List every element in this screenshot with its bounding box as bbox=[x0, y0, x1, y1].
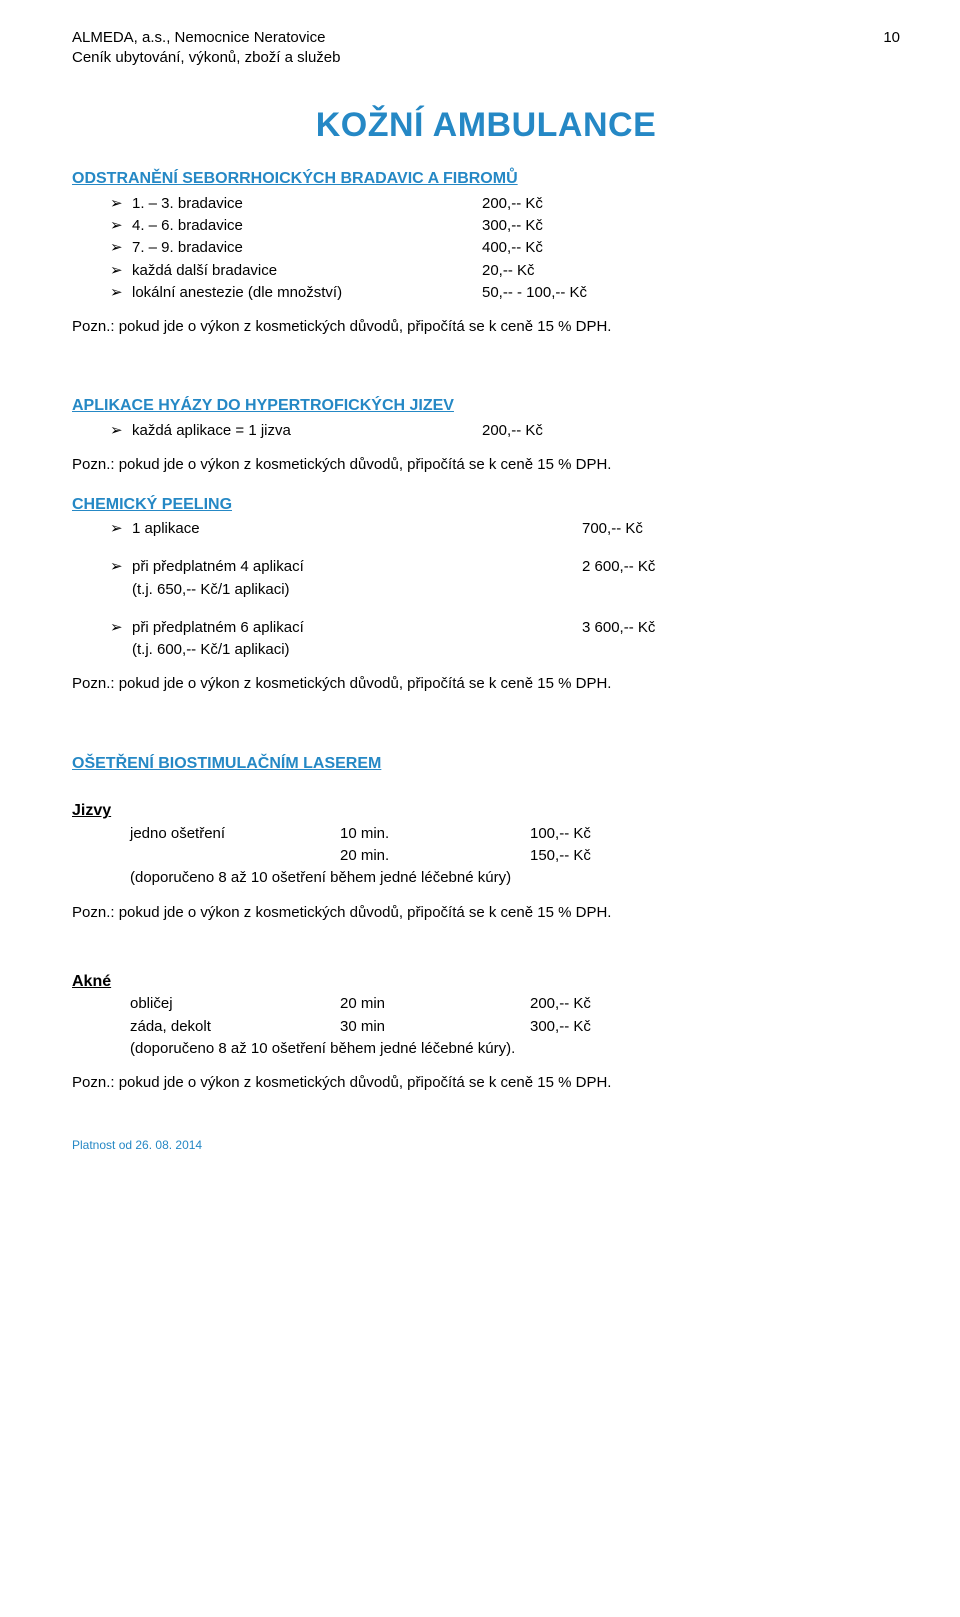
list-item: ➢ 1 aplikace 700,-- Kč bbox=[110, 519, 900, 539]
row-price: 100,-- Kč bbox=[530, 824, 680, 844]
row-duration: 30 min bbox=[340, 1017, 530, 1037]
bullet-icon: ➢ bbox=[110, 519, 132, 539]
row-price: 300,-- Kč bbox=[530, 1017, 680, 1037]
item-subnote: (t.j. 600,-- Kč/1 aplikaci) bbox=[132, 640, 582, 660]
page-number: 10 bbox=[883, 28, 900, 69]
bullet-icon: ➢ bbox=[110, 216, 132, 236]
bullet-icon: ➢ bbox=[110, 194, 132, 214]
list-seborrhoic: ➢ 1. – 3. bradavice 200,-- Kč ➢ 4. – 6. … bbox=[110, 194, 900, 303]
item-label: každá další bradavice bbox=[132, 261, 482, 281]
item-price: 200,-- Kč bbox=[482, 194, 642, 214]
list-subnote: (t.j. 600,-- Kč/1 aplikaci) bbox=[110, 640, 900, 660]
section-heading-laser: OŠETŘENÍ BIOSTIMULAČNÍM LASEREM bbox=[72, 753, 900, 775]
recommendation-note: (doporučeno 8 až 10 ošetření během jedné… bbox=[130, 868, 900, 888]
list-item: ➢ 4. – 6. bradavice 300,-- Kč bbox=[110, 216, 900, 236]
section-heading-hyaza: APLIKACE HYÁZY DO HYPERTROFICKÝCH JIZEV bbox=[72, 395, 900, 417]
bullet-icon: ➢ bbox=[110, 618, 132, 638]
section-heading-peeling: CHEMICKÝ PEELING bbox=[72, 494, 900, 516]
row-price: 200,-- Kč bbox=[530, 994, 680, 1014]
item-label: lokální anestezie (dle množství) bbox=[132, 283, 482, 303]
list-hyaza: ➢ každá aplikace = 1 jizva 200,-- Kč bbox=[110, 421, 900, 441]
row-duration: 20 min. bbox=[340, 846, 530, 866]
row-duration: 10 min. bbox=[340, 824, 530, 844]
item-label: při předplatném 6 aplikací bbox=[132, 618, 582, 638]
table-row: 20 min. 150,-- Kč bbox=[130, 846, 900, 866]
row-label: obličej bbox=[130, 994, 340, 1014]
page-header: ALMEDA, a.s., Nemocnice Neratovice Ceník… bbox=[72, 28, 900, 69]
table-row: obličej 20 min 200,-- Kč bbox=[130, 994, 900, 1014]
list-item: ➢ lokální anestezie (dle množství) 50,--… bbox=[110, 283, 900, 303]
item-label: 1 aplikace bbox=[132, 519, 582, 539]
note-dph: Pozn.: pokud jde o výkon z kosmetických … bbox=[72, 1073, 900, 1093]
table-row: záda, dekolt 30 min 300,-- Kč bbox=[130, 1017, 900, 1037]
item-price: 200,-- Kč bbox=[482, 421, 642, 441]
recommendation-note: (doporučeno 8 až 10 ošetření během jedné… bbox=[130, 1039, 900, 1059]
item-price: 700,-- Kč bbox=[582, 519, 742, 539]
item-subnote: (t.j. 650,-- Kč/1 aplikaci) bbox=[132, 580, 582, 600]
section-heading-seborrhoic: ODSTRANĚNÍ SEBORRHOICKÝCH BRADAVIC A FIB… bbox=[72, 168, 900, 190]
note-dph: Pozn.: pokud jde o výkon z kosmetických … bbox=[72, 674, 900, 694]
bullet-icon: ➢ bbox=[110, 261, 132, 281]
subheading-akne: Akné bbox=[72, 971, 900, 993]
item-price: 300,-- Kč bbox=[482, 216, 642, 236]
subheading-jizvy: Jizvy bbox=[72, 800, 900, 822]
item-label: 4. – 6. bradavice bbox=[132, 216, 482, 236]
item-label: každá aplikace = 1 jizva bbox=[132, 421, 482, 441]
item-label: při předplatném 4 aplikací bbox=[132, 557, 582, 577]
table-akne: obličej 20 min 200,-- Kč záda, dekolt 30… bbox=[130, 994, 900, 1037]
org-name: ALMEDA, a.s., Nemocnice Neratovice bbox=[72, 28, 340, 48]
table-jizvy: jedno ošetření 10 min. 100,-- Kč 20 min.… bbox=[130, 824, 900, 867]
note-dph: Pozn.: pokud jde o výkon z kosmetických … bbox=[72, 317, 900, 337]
page-title: KOŽNÍ AMBULANCE bbox=[72, 103, 900, 149]
list-item: ➢ při předplatném 6 aplikací 3 600,-- Kč bbox=[110, 618, 900, 638]
item-price: 3 600,-- Kč bbox=[582, 618, 742, 638]
bullet-icon: ➢ bbox=[110, 238, 132, 258]
footer-validity: Platnost od 26. 08. 2014 bbox=[72, 1137, 900, 1153]
list-subnote: (t.j. 650,-- Kč/1 aplikaci) bbox=[110, 580, 900, 600]
list-item: ➢ při předplatném 4 aplikací 2 600,-- Kč bbox=[110, 557, 900, 577]
row-duration: 20 min bbox=[340, 994, 530, 1014]
list-item: ➢ každá další bradavice 20,-- Kč bbox=[110, 261, 900, 281]
bullet-icon: ➢ bbox=[110, 421, 132, 441]
row-label: záda, dekolt bbox=[130, 1017, 340, 1037]
row-label: jedno ošetření bbox=[130, 824, 340, 844]
doc-subtitle: Ceník ubytování, výkonů, zboží a služeb bbox=[72, 48, 340, 68]
list-peeling: ➢ 1 aplikace 700,-- Kč ➢ při předplatném… bbox=[110, 519, 900, 660]
bullet-icon: ➢ bbox=[110, 283, 132, 303]
item-price: 2 600,-- Kč bbox=[582, 557, 742, 577]
list-item: ➢ 1. – 3. bradavice 200,-- Kč bbox=[110, 194, 900, 214]
item-label: 7. – 9. bradavice bbox=[132, 238, 482, 258]
item-price: 20,-- Kč bbox=[482, 261, 642, 281]
item-price: 400,-- Kč bbox=[482, 238, 642, 258]
list-item: ➢ 7. – 9. bradavice 400,-- Kč bbox=[110, 238, 900, 258]
table-row: jedno ošetření 10 min. 100,-- Kč bbox=[130, 824, 900, 844]
list-item: ➢ každá aplikace = 1 jizva 200,-- Kč bbox=[110, 421, 900, 441]
note-dph: Pozn.: pokud jde o výkon z kosmetických … bbox=[72, 455, 900, 475]
row-price: 150,-- Kč bbox=[530, 846, 680, 866]
note-dph: Pozn.: pokud jde o výkon z kosmetických … bbox=[72, 903, 900, 923]
item-label: 1. – 3. bradavice bbox=[132, 194, 482, 214]
bullet-icon: ➢ bbox=[110, 557, 132, 577]
item-price: 50,-- - 100,-- Kč bbox=[482, 283, 642, 303]
